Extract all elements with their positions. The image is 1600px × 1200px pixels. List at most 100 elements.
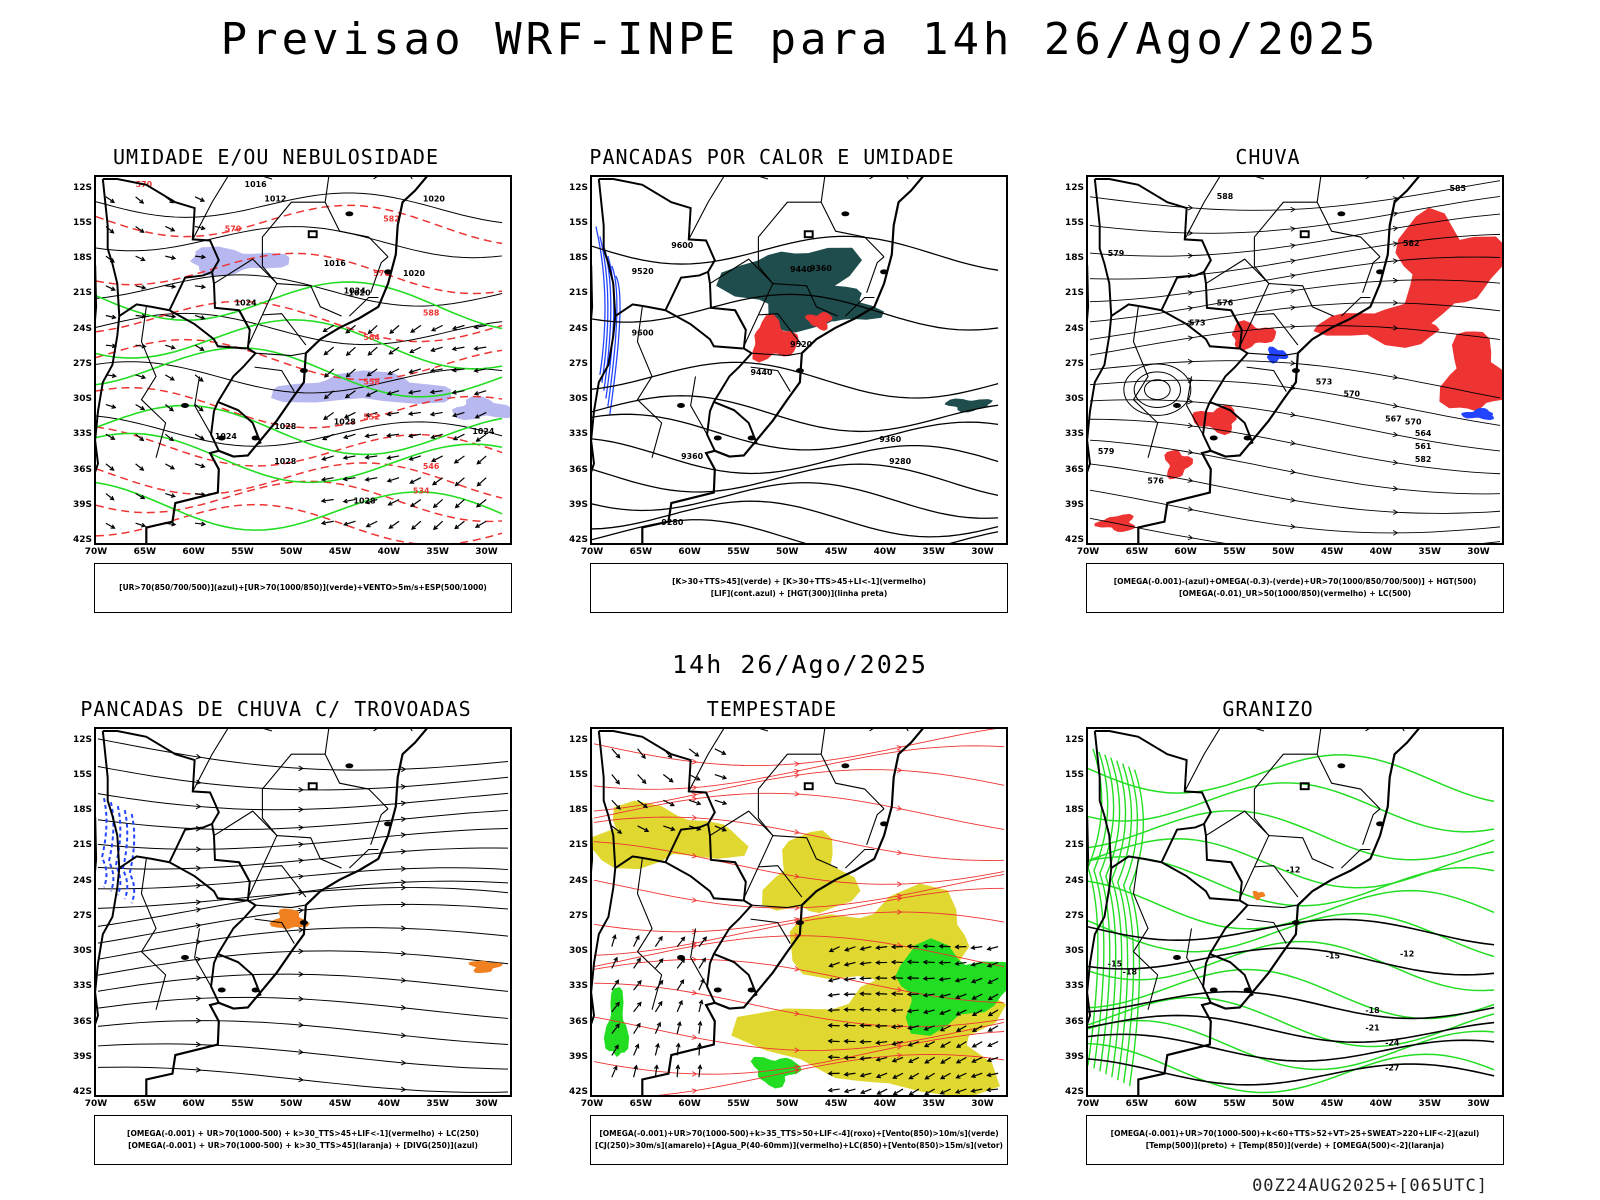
rain-red-area [1191,405,1237,436]
panel-title: GRANIZO [1222,697,1314,721]
lon-tick-label: 45W [328,547,352,557]
contour-label: 585 [1450,184,1467,193]
contour-label: 576 [1217,299,1234,308]
panel-title: PANCADAS POR CALOR E UMIDADE [589,145,955,169]
panel-tempestade: TEMPESTADE 12S 15S 18S 21S 24S 27S 30S 33S 36S 39S… [552,697,1008,1197]
lon-tick-label: 40W [1369,1099,1393,1109]
legend-line: [K>30+TTS>45](verde) + [K>30+TTS>45+LI<-… [672,577,926,586]
lat-tick-label: 21S [568,288,588,299]
lat-tick-label: 30S [72,946,92,957]
wind850-green-area [750,1056,802,1089]
lat-tick-label: 27S [568,910,588,921]
lat-tick-label: 24S [568,875,588,886]
wind-vectors [827,943,999,1095]
rain-red-area [1439,331,1502,411]
contour-label: 9280 [661,518,684,527]
panel-legend: [OMEGA(-0.001)+UR>70(1000-500)+k>35_TTS>… [590,1115,1008,1165]
contour-label: 9520 [632,267,655,276]
contour-label: -24 [1385,1039,1400,1048]
contour-label: 1024 [344,287,367,296]
contour-label: 558 [363,378,380,387]
lat-tick-label: 12S [1064,182,1084,193]
panel-legend: [UR>70(850/700/500)](azul)+[UR>70(1000/8… [94,563,512,613]
lat-tick-label: 15S [568,769,588,780]
lon-tick-label: 55W [1223,547,1246,557]
contour-label: 1028 [354,496,377,505]
lon-tick-label: 40W [873,547,897,557]
lat-tick-label: 18S [1064,253,1084,264]
panel-legend: [OMEGA(-0.001)-(azul)+OMEGA(-0.3)-(verde… [1086,563,1504,613]
lakes [1173,211,1384,441]
contour-label: 1020 [403,269,426,278]
lat-tick-label: 15S [72,217,92,228]
contour-label: 579 [1108,249,1125,258]
lat-tick-label: 24S [72,875,92,886]
country-borders [1088,177,1420,543]
contour-label: 9600 [671,241,694,250]
lon-tick-label: 40W [873,1099,897,1109]
lon-tick-label: 55W [1223,1099,1246,1109]
contour-label: 9600 [632,328,655,337]
lat-tick-label: 30S [72,394,92,405]
lat-tick-label: 33S [1064,981,1084,992]
lon-tick-label: 30W [475,1099,498,1109]
contour-label: 9440 [750,368,773,377]
panel-title: UMIDADE E/OU NEBULOSIDADE [112,145,440,169]
lat-tick-label: 24S [568,323,588,334]
contour-label: 588 [423,308,440,317]
contour-label: -21 [1365,1024,1379,1033]
lon-tick-label: 60W [678,547,701,557]
lat-tick-label: 42S [568,535,588,545]
contour-label: 9280 [889,457,912,466]
lon-tick-label: 55W [231,1099,254,1109]
contour-label: 564 [1415,429,1432,438]
contour-label: -12 [1286,865,1300,874]
instability-area-green [783,285,884,322]
contour-label: 561 [1415,442,1432,451]
instability-area-red [752,314,799,363]
lat-tick-label: 24S [72,323,92,334]
panel-chuva: CHUVA 12S 15S 18S 21S 24S 27S 30S 33S 36S 39S 42S 70… [1048,145,1504,645]
lat-tick-label: 21S [72,288,92,299]
map-tempestade [590,727,1008,1097]
legend-line: [LIF](cont.azul) + [HGT(300)](linha pret… [710,589,888,598]
contour-label: 1024 [215,432,238,441]
contour-label: 582 [1403,239,1420,248]
thickness-contours [96,204,503,543]
lon-tick-label: 65W [629,547,653,557]
wind-vectors [611,934,707,1078]
country-borders [592,729,924,1095]
lakes [181,211,392,441]
contour-label: 579 [1098,447,1115,456]
lat-tick-label: 39S [1064,499,1084,510]
lon-tick-label: 30W [1467,1099,1490,1109]
lon-tick-label: 65W [133,547,157,557]
contour-label: 1020 [349,289,372,298]
jet-yellow-area [592,800,749,870]
lat-tick-label: 27S [72,910,92,921]
lat-tick-label: 15S [568,217,588,228]
contour-label: 582 [1415,455,1432,464]
contour-label: 546 [423,462,440,471]
lakes [677,763,888,993]
contour-label: 573 [1316,378,1333,387]
omega500-orange-area [1252,890,1266,901]
panel-trovoadas: PANCADAS DE CHUVA C/ TROVOADAS 12S 15S 18S 2… [56,697,512,1197]
lon-tick-label: 45W [1320,547,1344,557]
legend-line: [OMEGA(-0.001)-(azul)+OMEGA(-0.3)-(verde… [1113,577,1477,586]
wind850-green-area [603,987,630,1058]
lat-tick-label: 42S [1064,535,1084,545]
lat-tick-label: 24S [1064,875,1084,886]
lat-tick-label: 12S [72,734,92,745]
lat-tick-label: 27S [568,358,588,369]
lat-tick-label: 27S [1064,358,1084,369]
legend-line: [CJ(250)>30m/s](amarelo)+[Agua_P(40-60mm… [595,1141,1003,1150]
contour-label: 1024 [235,299,258,308]
contour-label: 9440 [790,265,813,274]
map-chuva: 585 588 582 579 576 573 570 567 564 561 582 579 576 5… [1086,175,1504,545]
lon-tick-label: 45W [1320,1099,1344,1109]
legend-line: [OMEGA(-0.001)+UR>70(1000-500)+k<60+TTS>… [1110,1129,1480,1138]
lon-tick-label: 65W [629,1099,653,1109]
lon-tick-label: 60W [1174,1099,1197,1109]
legend-line: [OMEGA(-0.001)+UR>70(1000-500)+k>35_TTS>… [599,1129,999,1138]
